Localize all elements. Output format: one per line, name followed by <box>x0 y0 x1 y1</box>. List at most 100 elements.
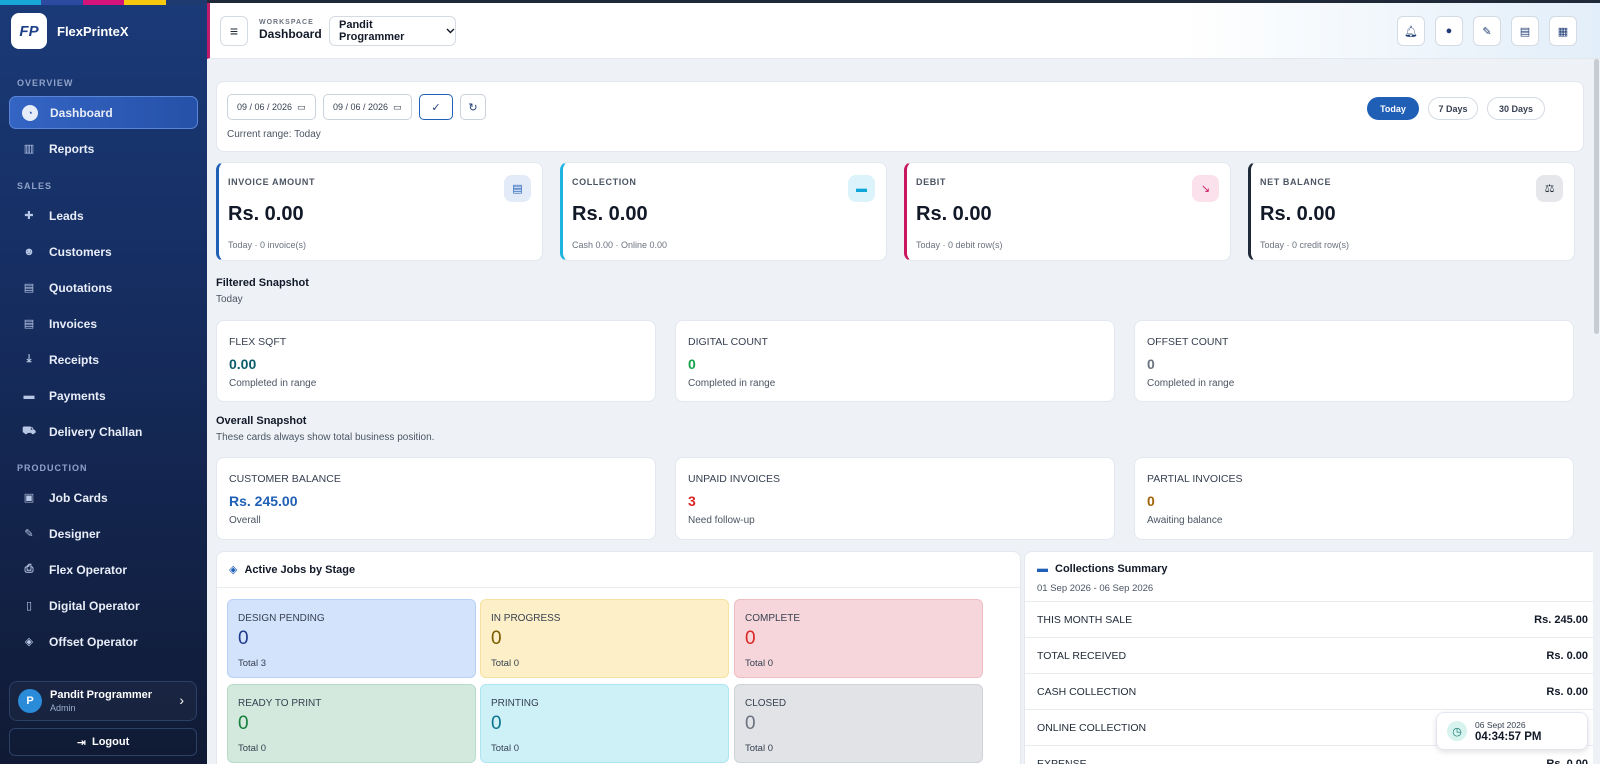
snap-value: 0 <box>1147 493 1155 509</box>
app-name: FlexPrinteX <box>57 23 129 39</box>
snap-label: DIGITAL COUNT <box>688 336 768 348</box>
kpi-net-balance[interactable]: NET BALANCE Rs. 0.00 Today · 0 credit ro… <box>1248 162 1575 261</box>
sidebar-item-job-cards[interactable]: ▣ Job Cards <box>9 481 198 514</box>
kpi-invoice-amount[interactable]: INVOICE AMOUNT Rs. 0.00 Today · 0 invoic… <box>216 162 543 261</box>
stage-card-closed[interactable]: CLOSED 0 Total 0 <box>734 684 983 763</box>
tablet-icon: ▯ <box>25 600 33 612</box>
logout-icon: ⇥ <box>76 736 86 749</box>
workspace-heading: WORKSPACE Dashboard <box>259 19 322 41</box>
scrollbar-thumb[interactable] <box>1594 59 1599 334</box>
current-range-text: Current range: Today <box>227 129 321 140</box>
kpi-value: Rs. 0.00 <box>228 203 304 225</box>
color-stripe <box>165 0 208 5</box>
sidebar-item-flex-operator[interactable]: ⎙ Flex Operator <box>9 553 198 586</box>
avatar: P <box>18 689 42 713</box>
layers-icon: ◈ <box>229 564 238 576</box>
kpi-value: Rs. 0.00 <box>1260 203 1336 225</box>
preset-30-days-button[interactable]: 30 Days <box>1487 97 1545 120</box>
notes-button[interactable]: ✎ <box>1473 16 1501 46</box>
sidebar-item-customers[interactable]: ☻ Customers <box>9 235 198 268</box>
customer-balance-card[interactable]: CUSTOMER BALANCE Rs. 245.00 Overall <box>216 457 656 540</box>
clock-widget: ◷ 06 Sept 2026 04:34:57 PM <box>1436 712 1588 750</box>
from-date-value: 09 / 06 / 2026 <box>237 102 293 112</box>
sidebar-item-delivery-challan[interactable]: ⛟ Delivery Challan <box>9 415 198 448</box>
logout-button[interactable]: ⇥ Logout <box>9 728 197 756</box>
preset-7-days-button[interactable]: 7 Days <box>1428 97 1478 120</box>
color-stripe <box>124 0 166 5</box>
stage-card-ready-to-print[interactable]: READY TO PRINT 0 Total 0 <box>227 684 476 763</box>
sidebar-section-title: OVERVIEW <box>17 78 74 88</box>
edit-note-icon: ✎ <box>1482 25 1492 38</box>
theme-button[interactable]: ● <box>1435 16 1463 46</box>
notifications-button[interactable]: 🔔︎ <box>1397 16 1425 46</box>
sidebar-item-leads[interactable]: ✚ Leads <box>9 199 198 232</box>
snap-sub: Completed in range <box>688 378 776 389</box>
collection-row: THIS MONTH SALE Rs. 245.00 <box>1025 601 1600 637</box>
user-card[interactable]: P Pandit Programmer Admin › <box>9 681 197 721</box>
trend-down-icon: ↘ <box>1192 175 1219 202</box>
collection-row: EXPENSE Rs. 0.00 <box>1025 745 1600 764</box>
sidebar-item-offset-operator[interactable]: ◈ Offset Operator <box>9 625 198 658</box>
refresh-icon: ↻ <box>468 101 478 114</box>
stage-label: CLOSED <box>745 698 787 709</box>
collection-row-label: ONLINE COLLECTION <box>1037 721 1147 734</box>
scale-icon: ⚖ <box>1536 175 1563 202</box>
stage-value: 0 <box>238 713 249 734</box>
sidebar-item-label: Invoices <box>49 316 98 331</box>
color-stripe <box>41 0 83 5</box>
collection-row-value: Rs. 0.00 <box>1546 649 1588 662</box>
sidebar-item-label: Job Cards <box>49 490 108 505</box>
kpi-sub: Today · 0 debit row(s) <box>916 240 1003 250</box>
kpi-debit[interactable]: DEBIT Rs. 0.00 Today · 0 debit row(s) ↘ <box>904 162 1231 261</box>
color-stripe <box>82 0 125 5</box>
snap-label: CUSTOMER BALANCE <box>229 473 341 485</box>
workspace-select[interactable]: Pandit Programmer <box>329 16 456 46</box>
pen-tool-icon: ✎ <box>24 528 34 540</box>
user-role: Admin <box>50 703 76 713</box>
sidebar-item-payments[interactable]: ▬ Payments <box>9 379 198 412</box>
sidebar-item-reports[interactable]: ▥ Reports <box>9 132 198 165</box>
layers-icon: ◈ <box>24 636 34 648</box>
to-date-input[interactable]: 09 / 06 / 2026 ▭ <box>323 94 412 120</box>
calendar-icon: ▭ <box>393 101 402 112</box>
sidebar-item-designer[interactable]: ✎ Designer <box>9 517 198 550</box>
partial-invoices-card[interactable]: PARTIAL INVOICES 0 Awaiting balance <box>1134 457 1574 540</box>
stage-card-complete[interactable]: COMPLETE 0 Total 0 <box>734 599 983 678</box>
sidebar-item-dashboard[interactable]: ◔ Dashboard <box>9 96 198 129</box>
unpaid-invoices-card[interactable]: UNPAID INVOICES 3 Need follow-up <box>675 457 1115 540</box>
sidebar-item-invoices[interactable]: ▤ Invoices <box>9 307 198 340</box>
collection-row-label: TOTAL RECEIVED <box>1037 649 1127 662</box>
collection-row-value: Rs. 0.00 <box>1546 685 1588 698</box>
page-scrollbar[interactable] <box>1593 59 1600 764</box>
preset-today-button[interactable]: Today <box>1367 97 1419 120</box>
workspace-select-value: Pandit Programmer <box>339 19 405 43</box>
kpi-label: DEBIT <box>916 177 946 187</box>
sidebar-item-quotations[interactable]: ▤ Quotations <box>9 271 198 304</box>
reset-filter-button[interactable]: ↻ <box>460 94 486 120</box>
stage-card-in-progress[interactable]: IN PROGRESS 0 Total 0 <box>480 599 729 678</box>
clock-time: 04:34:57 PM <box>1475 730 1542 743</box>
flex-sqft-card[interactable]: FLEX SQFT 0.00 Completed in range <box>216 320 656 402</box>
sidebar-item-receipts[interactable]: ⤓ Receipts <box>9 343 198 376</box>
overall-snapshot-subtitle: These cards always show total business p… <box>216 432 435 443</box>
sidebar-item-label: Digital Operator <box>49 598 140 613</box>
active-jobs-title: Active Jobs by Stage <box>244 563 356 576</box>
calculator-button[interactable]: ▦ <box>1549 16 1577 46</box>
collections-title: Collections Summary <box>1055 563 1168 575</box>
sidebar-item-digital-operator[interactable]: ▯ Digital Operator <box>9 589 198 622</box>
stage-card-printing[interactable]: PRINTING 0 Total 0 <box>480 684 729 763</box>
brand[interactable]: FP FlexPrinteX <box>0 0 207 62</box>
user-plus-icon: ✚ <box>24 210 34 222</box>
color-stripe <box>0 0 42 5</box>
kpi-collection[interactable]: COLLECTION Rs. 0.00 Cash 0.00 · Online 0… <box>560 162 887 261</box>
from-date-input[interactable]: 09 / 06 / 2026 ▭ <box>227 94 316 120</box>
digital-count-card[interactable]: DIGITAL COUNT 0 Completed in range <box>675 320 1115 402</box>
stage-value: 0 <box>745 628 756 649</box>
apply-filter-button[interactable]: ✓ <box>419 94 453 120</box>
stage-card-design-pending[interactable]: DESIGN PENDING 0 Total 3 <box>227 599 476 678</box>
offset-count-card[interactable]: OFFSET COUNT 0 Completed in range <box>1134 320 1574 402</box>
menu-toggle-button[interactable]: ≡ <box>220 16 248 46</box>
stage-sub: Total 0 <box>491 743 519 754</box>
documents-button[interactable]: ▤ <box>1511 16 1539 46</box>
clock-icon: ◷ <box>1447 721 1467 741</box>
